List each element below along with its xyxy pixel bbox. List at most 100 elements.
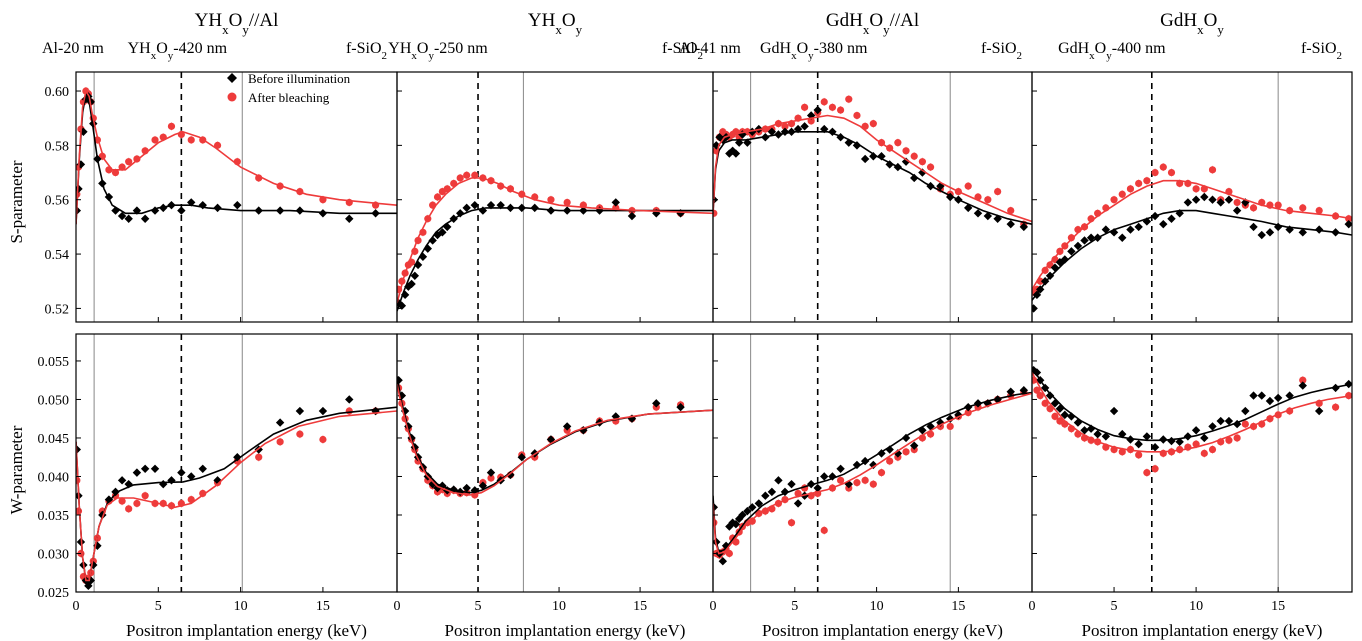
before-point xyxy=(893,449,903,458)
layer-label-substrate-base: f-SiO xyxy=(1301,40,1337,57)
before-point xyxy=(767,127,777,136)
after-point xyxy=(994,187,1002,196)
before-fit-line xyxy=(713,391,1032,554)
after-point xyxy=(713,209,718,217)
w-parameter-plot: 0 5 10 15 Positron implantation energy (keV) xyxy=(710,333,1033,640)
before-point xyxy=(973,209,983,218)
layer-label-film-mid: O xyxy=(797,40,809,57)
layer-label-substrate-sub-x: 2 xyxy=(1017,50,1023,62)
plot-area xyxy=(76,87,397,225)
before-point xyxy=(1257,391,1266,400)
panel-title-mid: O xyxy=(1204,10,1218,31)
before-point xyxy=(652,399,661,408)
plot-frame xyxy=(396,71,714,323)
x-axis-label: Positron implantation energy (keV) xyxy=(762,621,1003,640)
after-point xyxy=(902,448,910,456)
after-point xyxy=(1167,168,1176,177)
layer-label-film-base: YH xyxy=(388,40,412,57)
after-point xyxy=(902,147,910,155)
before-fit-line xyxy=(1032,209,1352,301)
after-fit-line xyxy=(1032,179,1352,290)
layer-label-film-suffix: -380 nm xyxy=(814,40,868,57)
before-point xyxy=(1183,198,1193,207)
before-point xyxy=(1159,219,1168,229)
x-tick-label: 5 xyxy=(1111,599,1118,614)
before-point xyxy=(275,418,285,427)
before-point xyxy=(187,198,196,207)
x-tick-label: 10 xyxy=(234,599,248,614)
before-point xyxy=(852,460,862,470)
before-point xyxy=(1118,429,1127,439)
before-point xyxy=(124,214,133,223)
after-point xyxy=(199,489,207,498)
after-point xyxy=(1225,436,1233,444)
before-point xyxy=(738,510,747,520)
after-point xyxy=(1151,168,1159,177)
x-tick-label: 0 xyxy=(710,599,717,614)
before-point xyxy=(1086,424,1096,433)
after-point xyxy=(894,139,902,147)
before-fit-line xyxy=(397,207,713,312)
before-point xyxy=(1257,230,1266,240)
before-point xyxy=(1285,391,1294,400)
before-point xyxy=(1344,219,1352,229)
panel-title-suffix: //Al xyxy=(890,10,920,31)
after-point xyxy=(1299,204,1307,212)
before-point xyxy=(1273,393,1283,403)
after-point xyxy=(820,98,828,106)
after-point xyxy=(787,519,796,527)
before-point xyxy=(910,173,919,183)
after-point xyxy=(877,469,886,477)
before-point xyxy=(1093,429,1102,439)
plot-area xyxy=(1032,163,1352,313)
panel-title-sub-y: y xyxy=(883,22,890,37)
before-point xyxy=(318,209,328,218)
x-tick-label: 10 xyxy=(1189,599,1203,614)
before-point xyxy=(774,476,783,485)
before-point xyxy=(885,445,894,454)
before-point xyxy=(1019,222,1029,232)
before-point xyxy=(1118,233,1127,242)
x-tick-label: 15 xyxy=(1271,599,1285,614)
after-point xyxy=(1299,376,1307,384)
layer-label-film-sub-x: x xyxy=(411,50,417,62)
before-point xyxy=(936,181,945,191)
after-fit-line xyxy=(1032,372,1352,453)
after-point xyxy=(76,476,81,484)
after-point xyxy=(828,103,837,111)
s-parameter-axis-label: S-parameter xyxy=(7,160,26,243)
before-point xyxy=(428,236,437,245)
layer-label-film-base: YH xyxy=(128,40,152,57)
before-point xyxy=(611,412,620,421)
y-tick-label: 0.035 xyxy=(38,509,70,524)
before-point xyxy=(954,410,963,420)
y-tick-label: 0.040 xyxy=(38,470,70,485)
before-point xyxy=(731,520,741,529)
before-point xyxy=(1224,416,1234,426)
after-point xyxy=(1033,386,1041,394)
after-point xyxy=(1041,399,1049,407)
layer-label-cap-text: Al-41 nm xyxy=(679,40,741,57)
layer-label-film-suffix: -250 nm xyxy=(434,40,488,57)
after-point xyxy=(1192,185,1200,193)
panel-title-base: YH xyxy=(528,10,556,31)
after-point xyxy=(1200,449,1208,457)
after-fit-line xyxy=(713,114,1032,223)
before-point xyxy=(901,433,911,443)
y-tick-label: 0.045 xyxy=(38,432,70,447)
before-point xyxy=(1086,233,1096,242)
before-point xyxy=(117,476,127,485)
x-axis-label: Positron implantation energy (keV) xyxy=(126,621,367,640)
layer-label-film: GdHxOy-400 nm xyxy=(1058,40,1166,62)
before-point xyxy=(84,581,93,591)
before-point xyxy=(167,476,176,485)
before-point xyxy=(918,168,927,177)
before-point xyxy=(728,518,737,527)
before-point xyxy=(318,406,328,416)
plot-area xyxy=(1032,365,1352,477)
after-point xyxy=(861,476,869,484)
layer-label-substrate-base: f-SiO xyxy=(662,40,698,57)
panel-title-base: GdH xyxy=(1160,10,1197,31)
